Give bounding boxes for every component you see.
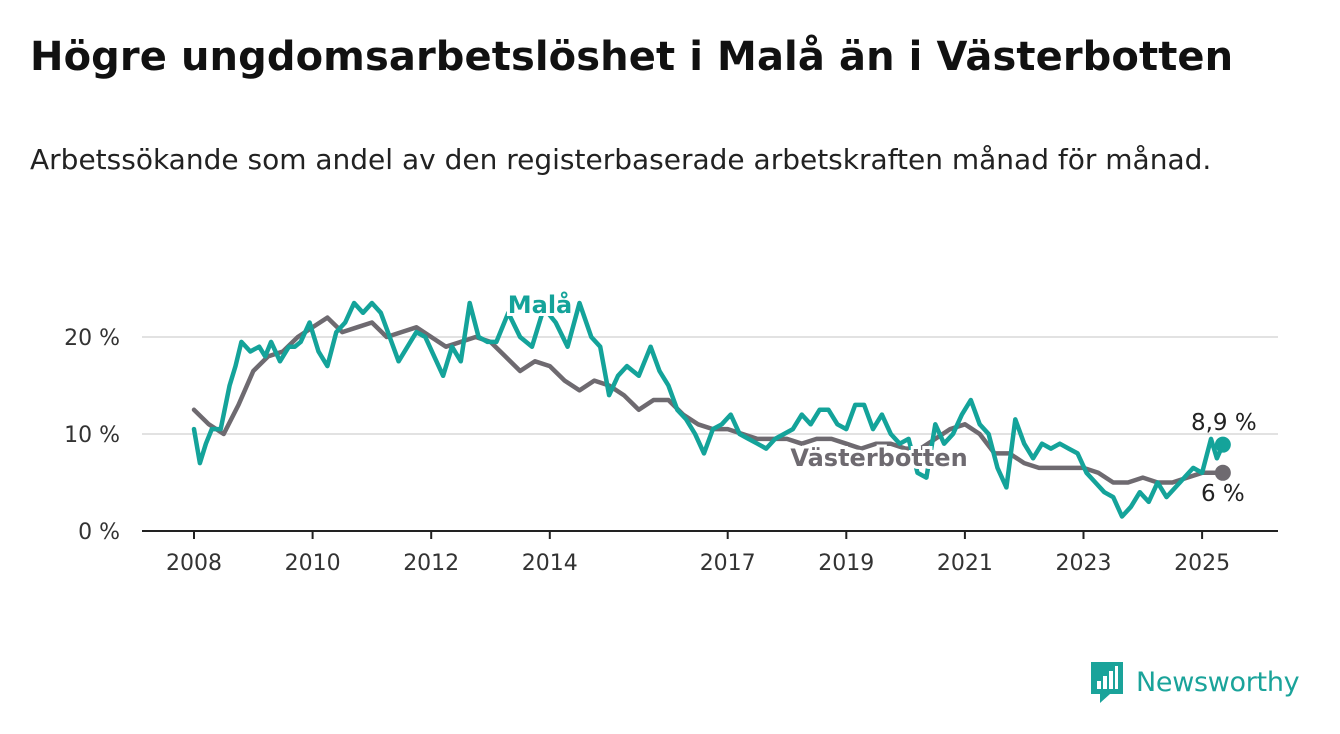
x-tick-label: 2019: [818, 551, 874, 576]
series-label-vasterbotten: Västerbotten: [790, 444, 967, 472]
x-tick-label: 2010: [285, 551, 341, 576]
end-label-mala: 8,9 %: [1191, 410, 1257, 436]
x-tick-label: 2008: [166, 551, 222, 576]
series-line-vasterbotten: [191, 315, 1226, 485]
x-axis-ticks: 2008 2010 2012 2014 2017 2019 2021 2023 2025: [166, 531, 1230, 576]
y-tick-label: 0 %: [78, 520, 120, 545]
gridlines: [142, 336, 1278, 435]
newsworthy-logo[interactable]: Newsworthy: [1088, 660, 1300, 704]
series-line-mala: [191, 300, 1226, 519]
end-point-vasterbotten: [1214, 464, 1231, 481]
end-label-vasterbotten: 6 %: [1201, 481, 1245, 507]
y-axis-ticks: 0 % 10 % 20 %: [64, 326, 120, 545]
logo-text: Newsworthy: [1136, 666, 1300, 698]
chart-subtitle: Arbetssökande som andel av den registerb…: [30, 143, 1212, 176]
chart-title: Högre ungdomsarbetslöshet i Malå än i Vä…: [30, 34, 1234, 80]
x-tick-label: 2023: [1056, 551, 1112, 576]
series-lines: [191, 300, 1231, 519]
newsworthy-logo-icon: [1091, 662, 1123, 703]
x-tick-label: 2012: [403, 551, 459, 576]
y-tick-label: 20 %: [64, 326, 120, 351]
x-tick-label: 2017: [700, 551, 756, 576]
end-point-mala: [1214, 436, 1231, 453]
series-label-mala: Malå: [508, 290, 573, 319]
x-tick-label: 2021: [937, 551, 993, 576]
x-tick-label: 2014: [522, 551, 578, 576]
series-labels: Malå Västerbotten 8,9 % 6 %: [505, 287, 1257, 507]
y-tick-label: 10 %: [64, 423, 120, 448]
x-tick-label: 2025: [1174, 551, 1230, 576]
